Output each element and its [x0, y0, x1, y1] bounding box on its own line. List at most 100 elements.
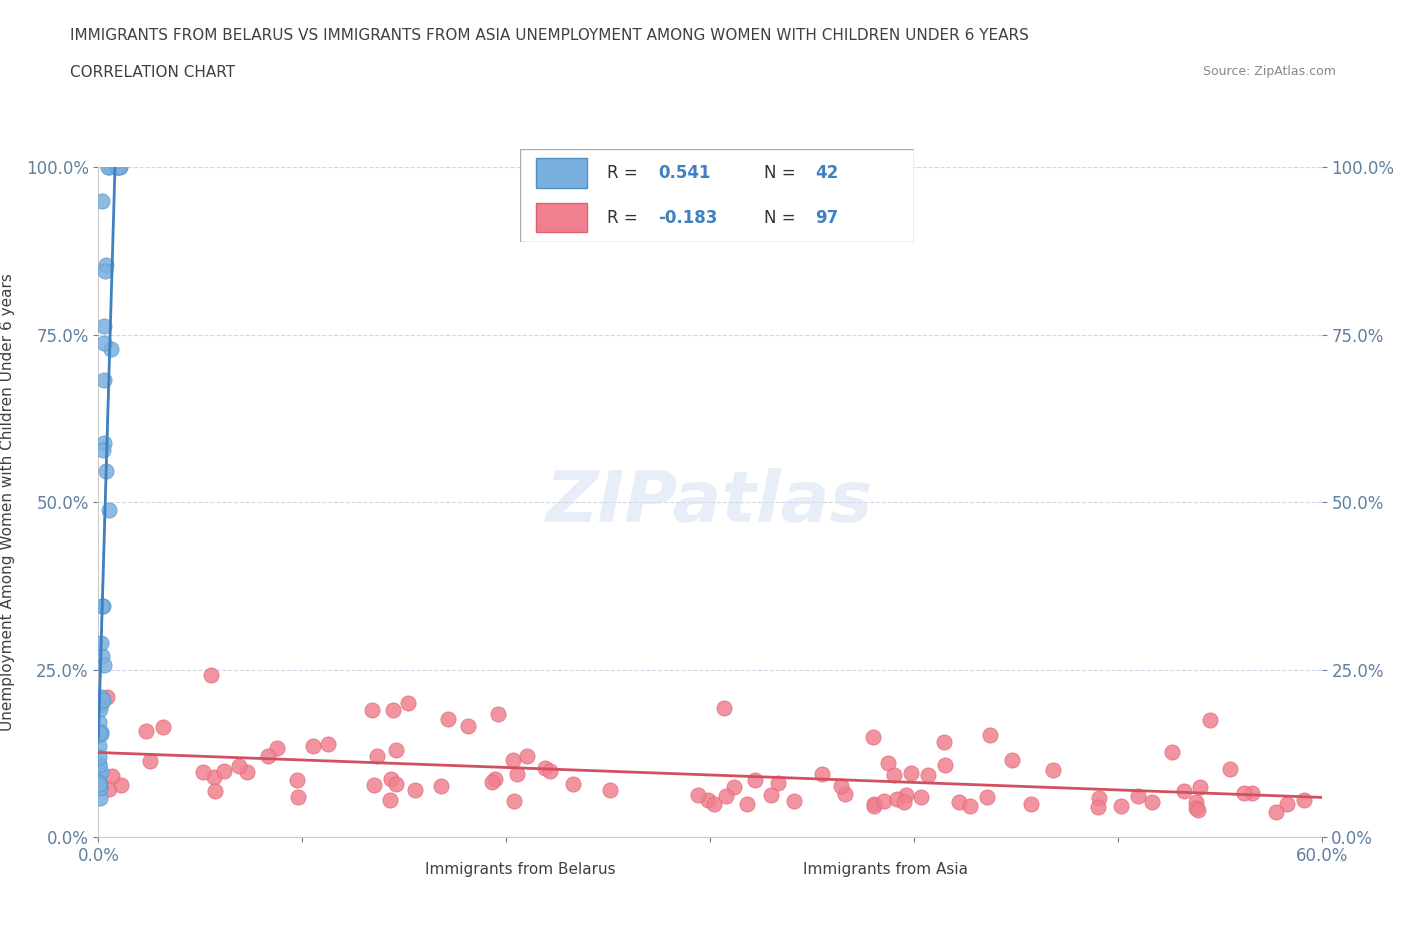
Immigrants from Belarus	[90, 648, 112, 663]
Immigrants from Asia	[979, 727, 1001, 742]
Immigrants from Belarus	[89, 766, 111, 781]
Immigrants from Belarus	[98, 160, 121, 175]
Immigrants from Asia	[1126, 789, 1149, 804]
Immigrants from Asia	[1198, 713, 1220, 728]
Immigrants from Asia	[1189, 780, 1212, 795]
Text: IMMIGRANTS FROM BELARUS VS IMMIGRANTS FROM ASIA UNEMPLOYMENT AMONG WOMEN WITH CH: IMMIGRANTS FROM BELARUS VS IMMIGRANTS FR…	[70, 28, 1029, 43]
Immigrants from Asia	[1185, 800, 1208, 815]
Immigrants from Asia	[1264, 804, 1286, 819]
Text: -0.183: -0.183	[658, 208, 717, 227]
Immigrants from Asia	[228, 759, 250, 774]
Text: Source: ZipAtlas.com: Source: ZipAtlas.com	[1202, 65, 1336, 78]
Immigrants from Asia	[599, 783, 621, 798]
Immigrants from Belarus	[105, 160, 128, 175]
Immigrants from Asia	[1042, 763, 1064, 777]
Immigrants from Belarus	[91, 193, 114, 208]
Immigrants from Belarus	[91, 443, 114, 458]
Immigrants from Asia	[877, 755, 900, 770]
Immigrants from Asia	[484, 772, 506, 787]
Immigrants from Belarus	[93, 319, 115, 334]
Immigrants from Asia	[257, 749, 280, 764]
Immigrants from Asia	[735, 797, 758, 812]
Immigrants from Asia	[380, 771, 402, 786]
Immigrants from Asia	[976, 789, 998, 804]
Immigrants from Asia	[1160, 744, 1182, 759]
Immigrants from Asia	[910, 790, 932, 804]
Immigrants from Belarus	[100, 342, 122, 357]
Immigrants from Belarus	[89, 790, 111, 805]
Immigrants from Belarus	[89, 701, 111, 716]
Immigrants from Belarus	[97, 502, 120, 517]
Immigrants from Belarus	[90, 764, 112, 779]
Immigrants from Asia	[1140, 795, 1163, 810]
Immigrants from Asia	[360, 702, 382, 717]
Immigrants from Asia	[1185, 795, 1208, 810]
Text: 42: 42	[815, 164, 839, 182]
Immigrants from Asia	[1275, 796, 1298, 811]
Immigrants from Asia	[366, 749, 388, 764]
Immigrants from Asia	[1001, 753, 1024, 768]
Immigrants from Asia	[1019, 797, 1042, 812]
Immigrants from Asia	[506, 766, 529, 781]
FancyBboxPatch shape	[536, 203, 588, 232]
Immigrants from Belarus	[89, 756, 111, 771]
Y-axis label: Unemployment Among Women with Children Under 6 years: Unemployment Among Women with Children U…	[0, 273, 14, 731]
Immigrants from Asia	[266, 740, 288, 755]
Immigrants from Asia	[1087, 800, 1109, 815]
Immigrants from Belarus	[89, 726, 111, 741]
Immigrants from Asia	[204, 783, 226, 798]
Immigrants from Asia	[959, 799, 981, 814]
Immigrants from Asia	[100, 769, 122, 784]
Immigrants from Asia	[302, 738, 325, 753]
Immigrants from Asia	[363, 777, 385, 792]
Immigrants from Asia	[486, 707, 509, 722]
Immigrants from Asia	[768, 776, 790, 790]
Immigrants from Asia	[538, 764, 561, 778]
Immigrants from Belarus	[89, 751, 111, 765]
Immigrants from Asia	[96, 690, 118, 705]
Immigrants from Asia	[811, 767, 834, 782]
Immigrants from Belarus	[108, 160, 131, 175]
Immigrants from Asia	[316, 737, 339, 751]
Immigrants from Asia	[834, 787, 856, 802]
Immigrants from Asia	[110, 777, 132, 792]
Immigrants from Asia	[714, 789, 737, 804]
Immigrants from Belarus	[97, 160, 120, 175]
Immigrants from Asia	[502, 752, 524, 767]
Immigrants from Asia	[1219, 762, 1241, 777]
Immigrants from Belarus	[96, 464, 118, 479]
FancyBboxPatch shape	[520, 149, 914, 242]
FancyBboxPatch shape	[536, 158, 588, 188]
Text: Immigrants from Asia: Immigrants from Asia	[803, 862, 969, 877]
Immigrants from Asia	[900, 765, 922, 780]
Immigrants from Asia	[385, 777, 408, 791]
Immigrants from Asia	[429, 779, 451, 794]
Immigrants from Belarus	[89, 698, 111, 712]
Immigrants from Asia	[744, 773, 766, 788]
Immigrants from Belarus	[94, 263, 117, 278]
Immigrants from Belarus	[89, 780, 111, 795]
Immigrants from Belarus	[89, 757, 111, 772]
Immigrants from Asia	[862, 729, 884, 744]
Immigrants from Asia	[863, 797, 886, 812]
Immigrants from Asia	[830, 778, 852, 793]
Immigrants from Belarus	[93, 336, 115, 351]
Immigrants from Belarus	[90, 689, 112, 704]
Immigrants from Asia	[873, 793, 896, 808]
Immigrants from Belarus	[93, 658, 115, 672]
Immigrants from Asia	[1233, 786, 1256, 801]
Text: Immigrants from Belarus: Immigrants from Belarus	[425, 862, 616, 877]
Immigrants from Asia	[759, 788, 782, 803]
Immigrants from Asia	[214, 764, 236, 778]
Immigrants from Asia	[193, 764, 215, 779]
Immigrants from Asia	[886, 791, 908, 806]
Immigrants from Belarus	[89, 738, 111, 753]
Immigrants from Asia	[723, 779, 745, 794]
Immigrants from Asia	[287, 790, 309, 804]
Text: 97: 97	[815, 208, 839, 227]
Immigrants from Asia	[862, 799, 884, 814]
Immigrants from Asia	[404, 782, 426, 797]
Text: R =: R =	[607, 164, 643, 182]
Immigrants from Asia	[1088, 790, 1111, 805]
Immigrants from Asia	[1187, 803, 1209, 817]
